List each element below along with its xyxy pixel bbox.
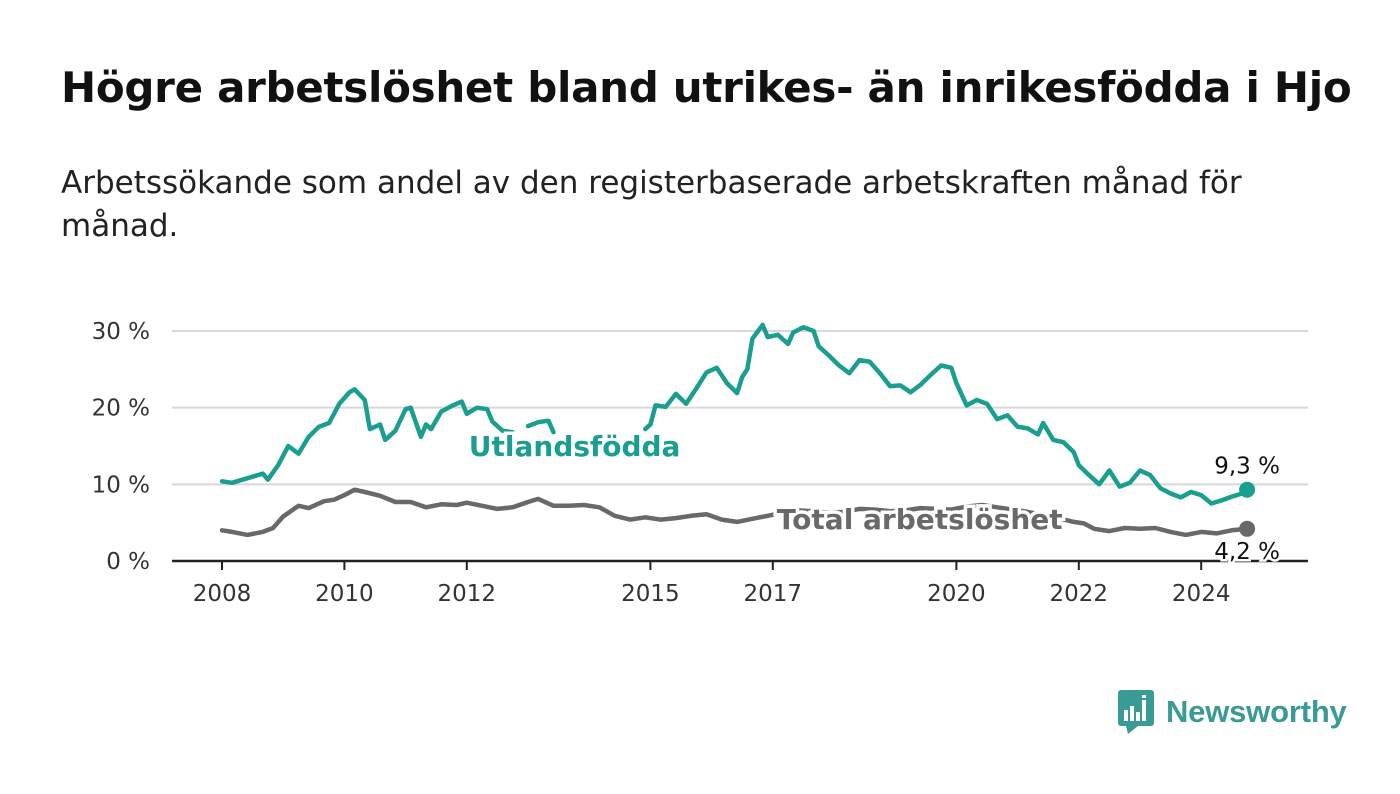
series-line-utlandsfodda-segment-1 (219, 387, 515, 486)
brand: Newsworthy (1118, 690, 1347, 734)
chart-title: Högre arbetslöshet bland utrikes- än inr… (61, 63, 1352, 112)
x-tick-label: 2022 (1050, 581, 1109, 607)
line-chart: 0 % 10 % 20 % 30 % 2008 2010 2012 2015 2017 2020 2… (92, 319, 1308, 607)
y-tick-label: 0 % (106, 549, 150, 575)
x-tick-label: 2017 (744, 581, 803, 607)
series-label-utlandsfodda: Utlandsfödda (469, 430, 681, 463)
series-line-total-arbetsloshet (219, 487, 1250, 538)
x-tick-label: 2012 (438, 581, 497, 607)
brand-name: Newsworthy (1166, 694, 1347, 729)
x-tick-label: 2010 (315, 581, 374, 607)
series-line-utlandsfodda-segment-2 (525, 418, 556, 435)
end-marker-total (1239, 520, 1256, 537)
y-tick-label: 30 % (92, 319, 150, 345)
x-tick-label: 2020 (927, 581, 986, 607)
chart-subtitle: Arbetssökande som andel av den registerb… (61, 165, 1242, 244)
end-label-utlandsfodda: 9,3 % (1214, 454, 1280, 480)
newsworthy-logo-icon (1118, 690, 1154, 734)
x-tick-label: 2015 (621, 581, 680, 607)
end-label-total: 4,2 % (1214, 539, 1280, 565)
x-tick-label: 2024 (1172, 581, 1231, 607)
y-tick-label: 10 % (92, 472, 150, 498)
series-line-utlandsfodda-segment-3 (643, 322, 1250, 506)
x-tick-label: 2008 (193, 581, 252, 607)
y-tick-label: 20 % (92, 396, 150, 422)
end-marker-utlandsfodda (1239, 481, 1256, 498)
series-label-total: Total arbetslöshet (777, 503, 1063, 536)
